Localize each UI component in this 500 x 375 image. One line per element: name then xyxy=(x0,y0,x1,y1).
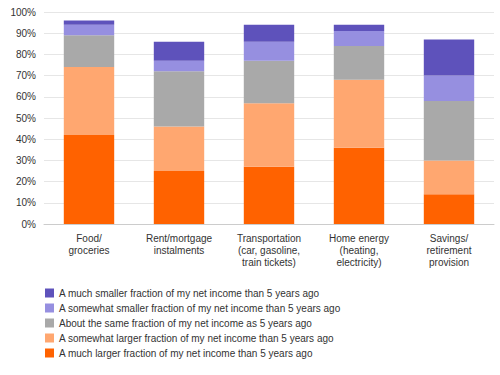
svg-text:retirement: retirement xyxy=(426,245,471,256)
svg-text:10%: 10% xyxy=(16,197,36,208)
svg-text:A somewhat larger fraction of: A somewhat larger fraction of my net inc… xyxy=(59,333,334,344)
svg-text:About the same fraction of my: About the same fraction of my net income… xyxy=(59,318,312,329)
svg-text:0%: 0% xyxy=(22,219,37,230)
svg-text:Food/: Food/ xyxy=(76,233,102,244)
svg-text:40%: 40% xyxy=(16,134,36,145)
svg-text:Transportation: Transportation xyxy=(237,233,301,244)
svg-text:instalments: instalments xyxy=(154,245,205,256)
svg-text:90%: 90% xyxy=(16,28,36,39)
svg-text:Home energy: Home energy xyxy=(329,233,389,244)
svg-text:100%: 100% xyxy=(10,7,36,18)
svg-text:70%: 70% xyxy=(16,70,36,81)
svg-text:provision: provision xyxy=(429,257,469,268)
svg-text:A somewhat smaller fraction of: A somewhat smaller fraction of my net in… xyxy=(59,303,341,314)
svg-text:train tickets): train tickets) xyxy=(242,257,296,268)
svg-text:A much larger fraction of my n: A much larger fraction of my net income … xyxy=(59,348,313,359)
svg-text:60%: 60% xyxy=(16,91,36,102)
svg-text:Savings/: Savings/ xyxy=(430,233,469,244)
svg-text:(heating,: (heating, xyxy=(340,245,379,256)
svg-text:30%: 30% xyxy=(16,155,36,166)
svg-text:20%: 20% xyxy=(16,176,36,187)
svg-text:A much smaller fraction of my: A much smaller fraction of my net income… xyxy=(59,288,320,299)
svg-text:80%: 80% xyxy=(16,49,36,60)
svg-text:Rent/mortgage: Rent/mortgage xyxy=(146,233,213,244)
svg-text:(car, gasoline,: (car, gasoline, xyxy=(238,245,300,256)
svg-text:50%: 50% xyxy=(16,113,36,124)
svg-text:electricity): electricity) xyxy=(336,257,381,268)
svg-text:groceries: groceries xyxy=(68,245,109,256)
